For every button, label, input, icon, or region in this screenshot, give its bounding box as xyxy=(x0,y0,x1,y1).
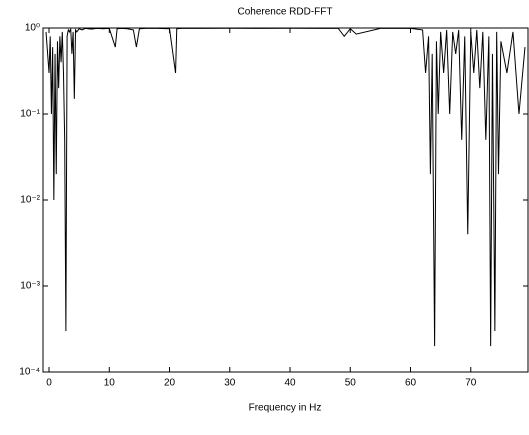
y-tick-label: 10⁻⁴ xyxy=(19,367,40,378)
x-tick-label: 0 xyxy=(46,378,52,389)
y-tick-label: 10⁻² xyxy=(20,195,40,206)
x-tick-label: 30 xyxy=(224,378,236,389)
y-tick-label: 10⁰ xyxy=(25,23,40,34)
x-tick-label: 20 xyxy=(164,378,176,389)
chart-title: Coherence RDD-FFT xyxy=(237,7,332,18)
data-line xyxy=(45,27,526,347)
x-tick-label: 60 xyxy=(405,378,417,389)
x-axis-label: Frequency in Hz xyxy=(249,403,322,414)
x-tick-label: 40 xyxy=(284,378,296,389)
x-tick-label: 10 xyxy=(104,378,116,389)
y-tick-label: 10⁻¹ xyxy=(20,109,40,120)
x-tick-label: 50 xyxy=(345,378,357,389)
plot-frame xyxy=(42,27,529,373)
y-tick-label: 10⁻³ xyxy=(20,281,40,292)
x-tick-label: 70 xyxy=(465,378,477,389)
